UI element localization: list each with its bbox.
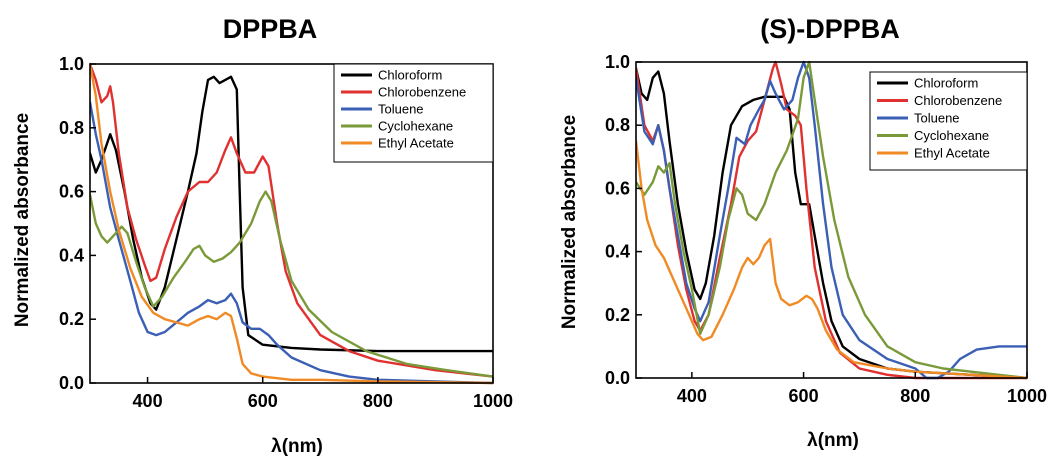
y-tick-label: 0.4 xyxy=(59,245,84,265)
y-tick-label: 0.8 xyxy=(59,118,84,138)
y-tick-label: 1.0 xyxy=(605,52,630,72)
x-tick-label: 400 xyxy=(677,386,707,406)
series-line-toluene xyxy=(636,60,1027,380)
legend-entry: Ethyl Acetate xyxy=(914,146,990,161)
y-tick-label: 0.6 xyxy=(59,182,84,202)
legend-entry: Chlorobenzene xyxy=(378,85,466,100)
series-line-ethyl-acetate xyxy=(90,62,493,385)
legend-entry: Cyclohexane xyxy=(914,128,989,143)
plot-frame xyxy=(89,63,494,384)
chart-s-dppba: (S)-DPPBA Normalized absorbance λ(nm) 40… xyxy=(559,14,1047,451)
legend-entry: Ethyl Acetate xyxy=(378,136,454,151)
y-tick-label: 0.8 xyxy=(605,115,630,135)
y-axis-label: Normalized absorbance xyxy=(12,113,33,327)
x-tick-label: 800 xyxy=(363,391,393,411)
y-tick-label: 0.4 xyxy=(605,242,630,262)
y-tick-label: 0.2 xyxy=(59,309,84,329)
legend: Chloroform Chlorobenzene Toluene Cyclohexan… xyxy=(333,63,494,163)
series-line-chlorobenzene xyxy=(90,62,493,378)
plot-area: 400 600 800 1000 0.0 0.2 0.4 0.6 0.8 1.0 xyxy=(59,54,513,411)
chart-title: DPPBA xyxy=(223,14,318,44)
x-axis-label: λ(nm) xyxy=(807,430,859,451)
legend-entry: Chloroform xyxy=(378,68,442,83)
legend-entry: Cyclohexane xyxy=(378,119,453,134)
y-tick-label: 0.6 xyxy=(605,178,630,198)
y-tick-label: 0.0 xyxy=(59,373,84,393)
legend-entry: Chlorobenzene xyxy=(914,93,1002,108)
x-tick-label: 400 xyxy=(133,391,163,411)
y-tick-label: 0.2 xyxy=(605,305,630,325)
x-axis-label: λ(nm) xyxy=(271,436,323,457)
y-tick-label: 0.0 xyxy=(605,368,630,388)
series-line-cyclohexane xyxy=(636,60,1027,380)
plot-area: 400 600 800 1000 0.0 0.2 0.4 0.6 0.8 1.0 xyxy=(605,52,1047,406)
legend: Chloroform Chlorobenzene Toluene Cyclohexan… xyxy=(869,71,1028,171)
x-tick-label: 600 xyxy=(248,391,278,411)
x-tick-label: 800 xyxy=(900,386,930,406)
plot-frame xyxy=(635,61,1028,379)
legend-entry: Toluene xyxy=(914,111,960,126)
legend-entry: Toluene xyxy=(378,102,424,117)
y-tick-label: 1.0 xyxy=(59,54,84,74)
x-tick-label: 600 xyxy=(789,386,819,406)
series-line-toluene xyxy=(90,101,493,385)
series-line-ethyl-acetate xyxy=(636,139,1027,380)
legend-box xyxy=(333,63,494,163)
series-line-cyclohexane xyxy=(90,190,493,378)
series-line-chloroform xyxy=(636,67,1027,380)
x-tick-label: 1000 xyxy=(473,391,513,411)
legend-entry: Chloroform xyxy=(914,76,978,91)
x-tick-label: 1000 xyxy=(1007,386,1047,406)
chart-title: (S)-DPPBA xyxy=(760,14,900,44)
y-axis-label: Normalized absorbance xyxy=(559,115,580,329)
chart-dppba: DPPBA Normalized absorbance λ(nm) 400 600… xyxy=(12,14,513,457)
